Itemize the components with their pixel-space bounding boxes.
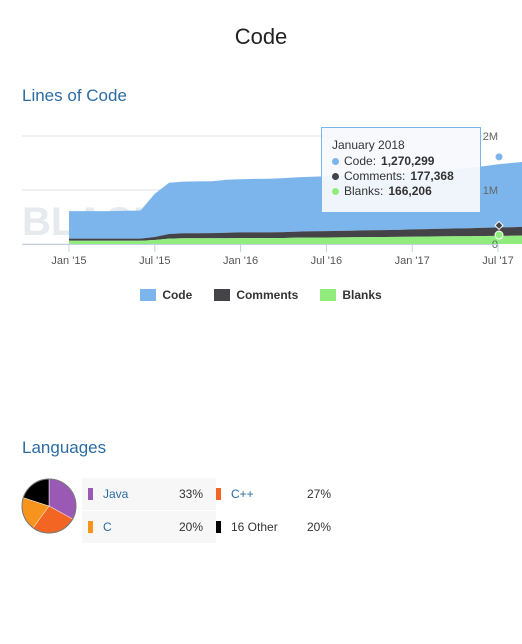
tooltip-value: 177,368	[410, 169, 454, 183]
tooltip-value: 1,270,299	[381, 154, 435, 168]
java-color-swatch	[88, 488, 93, 500]
page-title: Code	[234, 24, 288, 49]
code-marker[interactable]	[494, 152, 504, 162]
blanks-marker[interactable]	[494, 230, 504, 240]
language-link[interactable]: C	[103, 520, 112, 534]
tooltip-date: January 2018	[332, 138, 405, 152]
comments-dot-icon	[332, 173, 339, 180]
c-color-swatch	[88, 521, 93, 533]
language-percent: 20%	[306, 520, 331, 534]
tooltip-label: Comments:	[344, 169, 406, 183]
legend-swatch	[140, 289, 157, 301]
hover-halo	[491, 167, 507, 184]
tooltip-label: Code:	[344, 154, 377, 168]
x-tick-label: Jan '16	[223, 255, 258, 267]
code-dot-icon	[332, 158, 339, 165]
language-item-java: Java 33%	[82, 478, 216, 510]
language-item-other: 16 Other 20%	[216, 511, 340, 543]
legend-item-code[interactable]: Code	[140, 288, 192, 302]
languages-heading: Languages	[22, 438, 107, 457]
tooltip-value: 166,206	[388, 184, 432, 198]
chart-markers	[491, 152, 507, 240]
pie-outline	[21, 478, 77, 534]
area-series-blanks[interactable]	[69, 235, 522, 244]
x-tick-label: Jul '17	[482, 255, 513, 267]
tooltip-row-code: Code: 1,270,299	[332, 154, 470, 169]
language-link[interactable]: C++	[231, 487, 254, 501]
tooltip-row-blanks: Blanks: 166,206	[332, 184, 470, 199]
legend-label: Blanks	[342, 288, 382, 302]
language-label: 16 Other	[231, 520, 278, 534]
language-link[interactable]: Java	[103, 487, 129, 501]
language-item-cpp: C++ 27%	[216, 478, 340, 510]
blanks-dot-icon	[332, 188, 339, 195]
language-item-c: C 20%	[82, 511, 216, 543]
legend-label: Code	[162, 288, 193, 302]
other-color-swatch	[216, 521, 221, 533]
chart-legend: Code Comments Blanks	[0, 288, 522, 302]
lines-of-code-heading: Lines of Code	[22, 86, 127, 105]
legend-item-blanks[interactable]: Blanks	[320, 288, 382, 302]
language-percent: 20%	[178, 520, 203, 534]
y-tick-label: 2M	[483, 131, 498, 143]
x-axis: Jan '15 Jul '15 Jan '16 Jul '16 Jan '17 Jul '…	[22, 244, 514, 267]
x-tick-label: Jan '15	[51, 255, 86, 267]
x-tick-label: Jan '17	[395, 255, 430, 267]
comments-marker[interactable]	[494, 220, 504, 231]
legend-label: Comments	[236, 288, 299, 302]
languages-pie-chart	[21, 478, 77, 534]
cpp-color-swatch	[216, 488, 221, 500]
legend-swatch	[320, 289, 337, 301]
legend-swatch	[214, 289, 231, 301]
x-tick-label: Jul '16	[311, 255, 342, 267]
tooltip-row-comments: Comments: 177,368	[332, 169, 470, 184]
legend-item-comments[interactable]: Comments	[214, 288, 298, 302]
tooltip-label: Blanks:	[344, 184, 384, 198]
x-tick-label: Jul '15	[139, 255, 170, 267]
chart-tooltip: January 2018 Code: 1,270,299 Comments: 1…	[321, 127, 481, 213]
language-percent: 33%	[178, 487, 203, 501]
language-percent: 27%	[306, 487, 331, 501]
area-series-comments[interactable]	[69, 225, 522, 241]
y-tick-label: 1M	[483, 185, 498, 197]
